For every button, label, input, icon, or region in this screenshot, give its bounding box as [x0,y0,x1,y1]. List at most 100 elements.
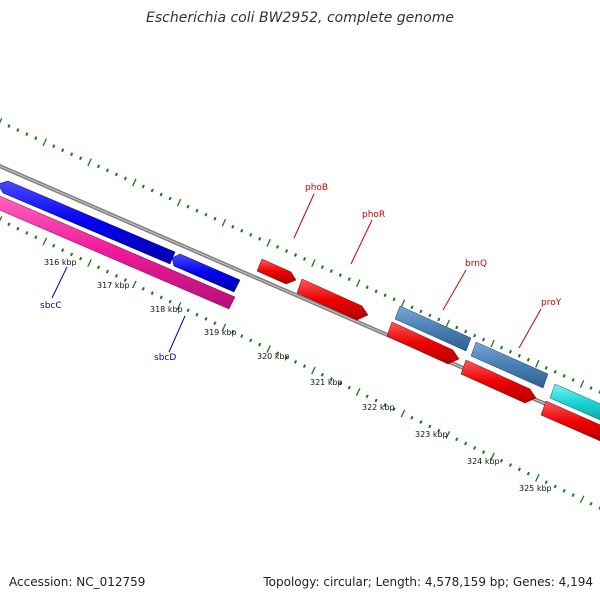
scale-label-322: 322 kbp [362,403,395,412]
gene-label-brnQ: brnQ [465,259,487,269]
inner-tick [526,471,530,476]
genome-summary-text: Topology: circular; Length: 4,578,159 bp… [263,575,593,589]
outer-tick [7,124,11,128]
outer-tick [579,380,585,388]
cds-sbcD[interactable] [0,194,236,310]
inner-tick [579,495,585,504]
outer-tick [114,172,118,177]
outer-tick [508,349,513,354]
outer-tick [355,279,361,288]
outer-tick [123,176,127,181]
inner-tick [428,424,432,429]
inner-tick [176,302,182,310]
outer-tick [437,317,441,322]
inner-tick [302,364,307,369]
outer-tick [490,339,495,348]
cds-brnQ[interactable] [394,305,472,352]
outer-tick [311,259,316,267]
outer-tick [141,184,145,189]
inner-tick [571,493,575,497]
inner-tick [383,402,387,407]
map-title: Escherichia coli BW2952, complete genome [146,10,454,26]
outer-tick [455,325,459,330]
outer-tick [347,277,351,282]
inner-tick [150,291,154,295]
inner-tick [276,351,280,356]
cds-red-edge[interactable] [540,400,600,443]
outer-tick [329,269,333,273]
outer-tick [221,218,227,227]
inner-tick [392,407,396,412]
outer-tick [213,216,217,221]
cds-phoB[interactable] [256,258,297,285]
accession-text: Accession: NC_012759 [9,575,146,589]
outer-tick [258,236,262,241]
outer-tick [87,158,92,167]
outer-tick [195,208,199,213]
inner-tick [70,252,74,257]
outer-tick [240,228,244,233]
inner-tick [437,428,441,433]
outer-tick [338,273,342,278]
inner-tick [42,237,48,246]
cds-sbcC-part[interactable] [171,253,241,293]
scale-label-321: 321 kbp [310,378,343,387]
inner-tick [508,463,513,467]
cds-proY[interactable] [470,341,549,389]
gene-label-sbcD: sbcD [154,353,176,363]
outer-tick-ring [0,118,600,394]
inner-tick [355,388,361,396]
inner-tick [534,474,540,482]
outer-tick [517,353,521,358]
outer-tick [499,345,504,350]
inner-tick [204,316,208,321]
cds-proY-red[interactable] [460,359,537,404]
outer-tick [34,136,38,140]
inner-tick [517,467,521,472]
outer-tick [105,168,110,173]
outer-tick [571,378,575,382]
outer-tick [132,178,137,187]
outer-tick [96,164,101,169]
scale-label-319: 319 kbp [204,328,237,337]
outer-tick [392,297,396,302]
cds-sbcC[interactable] [0,180,176,265]
outer-tick [176,198,182,207]
outer-tick [231,224,235,229]
inner-tick [266,345,271,353]
inner-tick [589,501,593,506]
inner-tick [293,359,298,364]
inner-tick [240,334,244,338]
scale-label-324: 324 kbp [467,457,500,466]
outer-tick [383,293,387,298]
inner-tick [445,431,451,439]
inner-tick [123,278,127,283]
inner-tick [490,452,495,461]
outer-tick [589,386,593,390]
gene-label-phoR: phoR [362,210,385,220]
cds-phoR[interactable] [296,278,369,321]
inner-tick [61,248,65,252]
inner-tick [79,256,83,261]
outer-tick [445,319,450,328]
scale-label-317: 317 kbp [97,281,130,290]
outer-tick [464,329,468,334]
gene-label-sbcC: sbcC [40,301,62,311]
outer-tick [553,369,557,374]
outer-tick [302,257,307,261]
inner-tick [195,312,199,317]
scale-label-325: 325 kbp [519,484,552,493]
inner-tick [481,450,486,454]
outer-tick [365,285,369,290]
outer-tick [42,138,48,147]
inner-tick [16,226,20,231]
inner-tick [347,385,351,390]
inner-tick [231,329,235,334]
scale-label-318: 318 kbp [150,305,183,314]
outer-tick [70,152,74,157]
label-leaders [51,193,542,353]
cds-brnQ-red[interactable] [386,321,460,365]
cds-cyan[interactable] [549,383,600,422]
inner-tick-ring [0,216,600,510]
outer-tick [79,156,83,161]
